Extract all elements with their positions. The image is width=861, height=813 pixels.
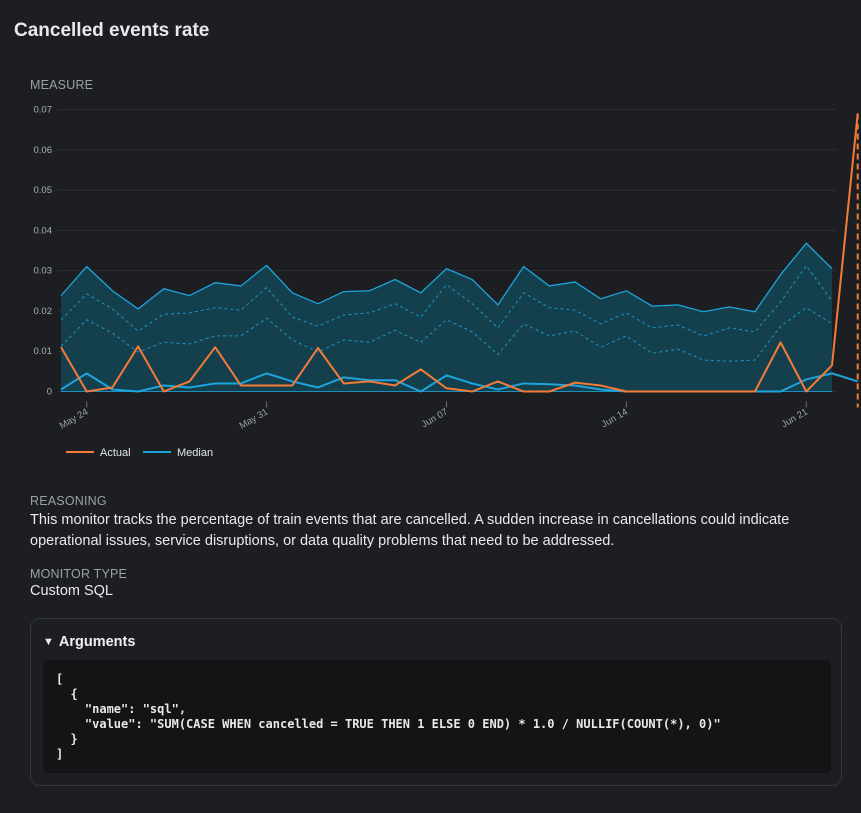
page-title: Cancelled events rate [14,20,210,41]
y-tick-label: 0 [47,387,52,398]
band-upper-line [60,242,833,313]
y-tick-label: 0.07 [34,105,53,116]
monitor-type-value: Custom SQL [30,583,113,599]
x-tick-label: May 31 [238,407,270,432]
chart-band [60,242,833,392]
reasoning-label: REASONING [30,494,107,508]
arguments-toggle[interactable]: ▼ Arguments [43,634,135,650]
x-tick-label: Jun 07 [420,407,450,431]
y-tick-label: 0.01 [34,346,53,357]
measure-label: MEASURE [30,78,94,92]
y-tick-label: 0.02 [34,306,53,317]
x-tick-label: Jun 14 [600,407,630,431]
legend-label-median: Median [177,447,213,459]
monitor-type-label: MONITOR TYPE [30,567,128,581]
actual-line [60,113,859,393]
x-tick-label: May 24 [58,407,90,432]
arguments-label: Arguments [58,634,136,650]
measure-chart: 00.010.020.030.040.050.060.07 May 24 May … [34,105,859,459]
legend-item-median[interactable]: Median [143,447,213,459]
band-inner-upper-line [60,264,833,337]
triangle-down-icon: ▼ [43,636,54,648]
y-tick-label: 0.05 [34,185,53,196]
chart-series [60,113,859,408]
arguments-panel: ▼ Arguments [ { "name": "sql", "value": "… [30,618,842,786]
y-tick-label: 0.06 [34,145,53,156]
x-axis: May 24 May 31 Jun 07 Jun 14 Jun 21 [58,401,810,432]
chart-legend: Actual Median [66,447,213,459]
band-inner-lower-line [60,307,833,362]
reasoning-text: This monitor tracks the percentage of tr… [30,512,790,549]
legend-label-actual: Actual [100,447,131,459]
legend-item-actual[interactable]: Actual [66,447,131,459]
y-axis: 0 0.01 0.02 0.03 0.04 0.05 0.06 0.07 [34,105,53,398]
y-tick-label: 0.04 [34,225,53,236]
arguments-code: [ { "name": "sql", "value": "SUM(CASE WH… [43,660,831,773]
x-tick-label: Jun 21 [780,407,810,431]
band-area [61,243,832,392]
y-tick-label: 0.03 [34,266,53,277]
